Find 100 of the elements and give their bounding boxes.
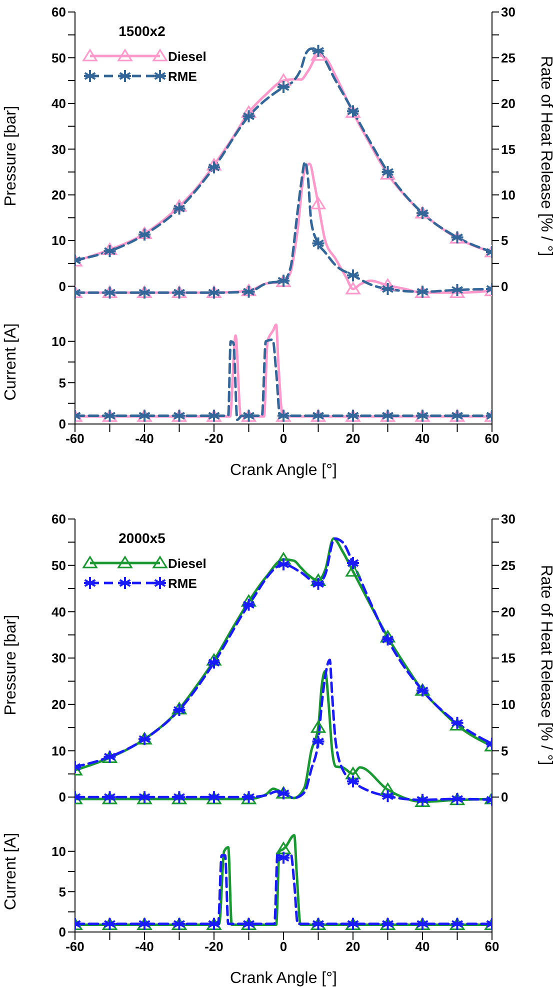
point — [102, 244, 117, 258]
point — [310, 574, 326, 586]
y-tick-label: 30 — [52, 650, 66, 666]
y2-tick-label: 0 — [501, 790, 508, 805]
point — [311, 576, 326, 591]
y-tick-label: 5 — [58, 375, 66, 390]
point — [310, 197, 326, 210]
y2-axis-title: Rate of Heat Release [% / °] — [537, 564, 553, 766]
y-axis-title: Pressure [bar] — [2, 106, 20, 206]
legend-title: 1500x2 — [118, 23, 166, 39]
y-tick-label: 30 — [52, 142, 66, 157]
point — [310, 720, 326, 733]
point — [380, 630, 396, 642]
x-tick-label: -40 — [135, 431, 154, 446]
point — [172, 199, 187, 212]
y-tick-label: 10 — [52, 743, 66, 758]
y-tick-label: 0 — [58, 416, 66, 432]
y-tick-label: 40 — [52, 96, 66, 112]
point — [207, 160, 221, 174]
y-tick-label: 20 — [52, 187, 66, 202]
point — [242, 598, 256, 612]
legend-label: RME — [168, 69, 198, 84]
point — [137, 226, 152, 240]
point — [207, 656, 221, 670]
y2-tick-label: 0 — [501, 278, 508, 294]
point — [311, 734, 326, 748]
y-axis-title: Current [A] — [2, 323, 20, 401]
y2-tick-label: 20 — [501, 96, 516, 112]
y-tick-label: 60 — [52, 4, 66, 20]
x-axis-title: Crank Angle [°] — [230, 462, 337, 479]
point — [380, 782, 396, 795]
y-tick-label: 60 — [52, 512, 66, 527]
y2-tick-label: 5 — [501, 743, 508, 758]
point — [311, 236, 326, 250]
point — [346, 767, 360, 780]
point — [206, 654, 222, 666]
x-tick-label: 40 — [415, 939, 430, 954]
x-axis-title: Crank Angle [°] — [230, 970, 337, 987]
y-tick-label: 10 — [52, 844, 66, 859]
point — [206, 158, 222, 170]
point — [346, 556, 360, 570]
x-tick-label: 20 — [346, 431, 360, 446]
point — [380, 282, 395, 296]
x-tick-label: 20 — [346, 939, 360, 954]
point — [276, 842, 291, 854]
point — [102, 242, 118, 256]
y2-tick-label: 30 — [501, 4, 516, 20]
point — [311, 44, 326, 58]
point — [450, 282, 464, 297]
point — [242, 109, 256, 124]
y-tick-label: 5 — [58, 884, 66, 900]
point — [241, 284, 256, 296]
point — [172, 702, 186, 717]
point — [242, 284, 256, 299]
y2-tick-label: 25 — [501, 50, 516, 66]
point — [276, 80, 290, 94]
y2-tick-label: 15 — [501, 650, 516, 666]
x-tick-label: 0 — [280, 431, 288, 446]
legend-label: Diesel — [168, 49, 206, 64]
x-tick-label: -20 — [204, 431, 224, 446]
legend-title: 2000x5 — [118, 530, 166, 546]
y-axis-title: Pressure [bar] — [2, 614, 20, 716]
point — [138, 228, 152, 242]
point — [346, 564, 360, 577]
y-tick-label: 0 — [58, 790, 66, 805]
y2-tick-label: 15 — [501, 142, 516, 157]
y2-tick-label: 10 — [501, 697, 516, 712]
point — [346, 774, 360, 788]
y-axis-title: Current [A] — [2, 832, 20, 910]
point — [380, 789, 395, 804]
point — [241, 594, 256, 607]
x-tick-label: -20 — [204, 939, 224, 954]
point — [346, 268, 360, 282]
y2-tick-label: 20 — [501, 604, 516, 620]
y2-tick-label: 10 — [501, 187, 516, 202]
x-tick-label: -60 — [66, 431, 84, 446]
y2-axis-title: Rate of Heat Release [% / °] — [537, 56, 553, 256]
point — [276, 557, 290, 572]
y-tick-label: 40 — [52, 604, 66, 620]
x-tick-label: 40 — [415, 431, 430, 446]
point — [172, 702, 187, 714]
x-tick-label: 60 — [484, 939, 500, 954]
y2-tick-label: 30 — [501, 512, 516, 527]
point — [172, 202, 186, 216]
y2-tick-label: 25 — [501, 558, 516, 573]
point — [276, 74, 291, 86]
x-tick-label: 0 — [280, 939, 288, 954]
legend-label: RME — [168, 576, 198, 591]
x-tick-label: -60 — [66, 939, 84, 954]
point — [346, 282, 360, 294]
y-tick-label: 50 — [52, 50, 66, 66]
x-tick-label: -40 — [135, 939, 154, 954]
point — [450, 286, 465, 298]
x-tick-label: 60 — [484, 431, 500, 446]
y2-tick-label: 5 — [501, 233, 508, 248]
y-tick-label: 0 — [58, 924, 66, 940]
legend-label: Diesel — [168, 556, 206, 571]
point — [276, 850, 290, 865]
y-tick-label: 0 — [58, 278, 66, 294]
y-tick-label: 20 — [52, 697, 66, 712]
